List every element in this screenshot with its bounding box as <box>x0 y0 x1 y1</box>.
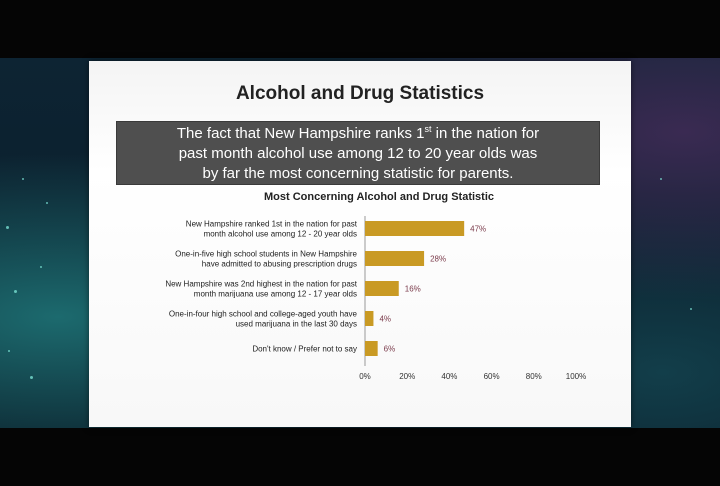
particle <box>22 178 24 180</box>
particle <box>690 308 692 310</box>
category-label: have admitted to abusing prescription dr… <box>202 260 357 269</box>
bar <box>365 341 378 356</box>
x-tick-label: 40% <box>441 372 457 381</box>
callout-text: The fact that New Hampshire ranks 1 <box>176 125 425 142</box>
value-label: 28% <box>430 255 446 264</box>
particle <box>6 226 9 229</box>
category-label: Don't know / Prefer not to say <box>252 345 357 354</box>
slide-title: Alcohol and Drug Statistics <box>235 83 485 104</box>
particle <box>660 178 662 180</box>
x-tick-label: 80% <box>526 372 542 381</box>
x-tick-label: 60% <box>484 372 500 381</box>
particle <box>30 376 33 379</box>
category-label: month marijuana use among 12 - 17 year o… <box>194 290 357 299</box>
letterbox-bottom <box>0 428 720 486</box>
callout-superscript: st <box>424 124 432 134</box>
x-tick-label: 20% <box>399 372 415 381</box>
particle <box>14 290 17 293</box>
callout-line-1: The fact that New Hampshire ranks 1st in… <box>117 124 599 144</box>
category-label: New Hampshire was 2nd highest in the nat… <box>165 280 357 289</box>
category-label: One-in-five high school students in New … <box>175 250 357 259</box>
particle <box>40 266 42 268</box>
slide: Alcohol and Drug Statistics The fact tha… <box>89 61 631 427</box>
chart-title: Most Concerning Alcohol and Drug Statist… <box>264 191 494 203</box>
bar <box>365 281 399 296</box>
category-label: New Hampshire ranked 1st in the nation f… <box>186 220 358 229</box>
value-label: 4% <box>379 315 391 324</box>
particle <box>8 350 10 352</box>
x-tick-label: 100% <box>566 372 586 381</box>
callout-text: in the nation for <box>431 125 540 142</box>
category-label: One-in-four high school and college-aged… <box>169 310 358 319</box>
category-label: used marijuana in the last 30 days <box>236 320 357 329</box>
callout-box: The fact that New Hampshire ranks 1st in… <box>116 121 600 185</box>
category-label: month alcohol use among 12 - 20 year old… <box>204 230 357 239</box>
value-label: 6% <box>384 345 396 354</box>
callout-line-3: by far the most concerning statistic for… <box>202 165 514 182</box>
bar <box>365 311 374 326</box>
value-label: 47% <box>470 225 486 234</box>
callout-line-2: past month alcohol use among 12 to 20 ye… <box>178 145 538 162</box>
x-tick-label: 0% <box>359 372 371 381</box>
value-label: 16% <box>405 285 421 294</box>
particle <box>46 202 48 204</box>
letterbox-top <box>0 0 720 58</box>
bar-chart: New Hampshire ranked 1st in the nation f… <box>165 216 586 381</box>
bar <box>365 251 425 266</box>
bar <box>365 221 465 236</box>
